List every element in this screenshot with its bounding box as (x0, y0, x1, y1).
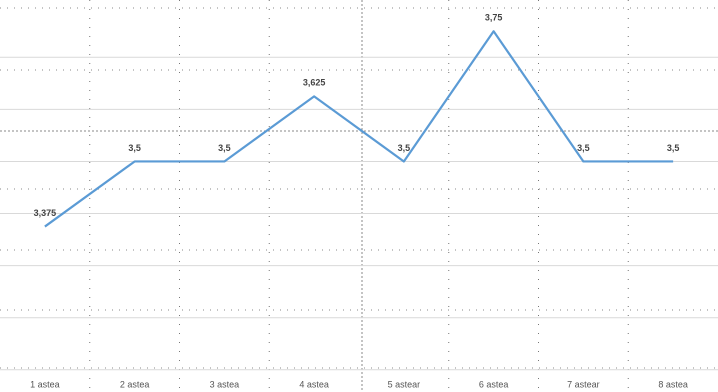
x-tick-label: 4 astea (299, 379, 329, 389)
value-label: 3,625 (303, 78, 326, 88)
x-tick-label: 7 astear (567, 379, 600, 389)
line-series (44, 30, 674, 228)
x-tick-label: 1 astea (30, 379, 60, 389)
x-tick-label: 2 astea (120, 379, 150, 389)
value-label: 3,5 (667, 143, 680, 153)
value-label: 3,5 (128, 143, 141, 153)
value-label: 3,75 (485, 13, 503, 23)
x-tick-label: 3 astea (210, 379, 240, 389)
value-label: 3,5 (218, 143, 231, 153)
value-label: 3,5 (577, 143, 590, 153)
value-label: 3,5 (398, 143, 411, 153)
x-tick-label: 6 astea (479, 379, 509, 389)
x-tick-label: 5 astear (388, 379, 421, 389)
x-tick-label: 8 astea (658, 379, 688, 389)
value-label: 3,375 (34, 208, 57, 218)
